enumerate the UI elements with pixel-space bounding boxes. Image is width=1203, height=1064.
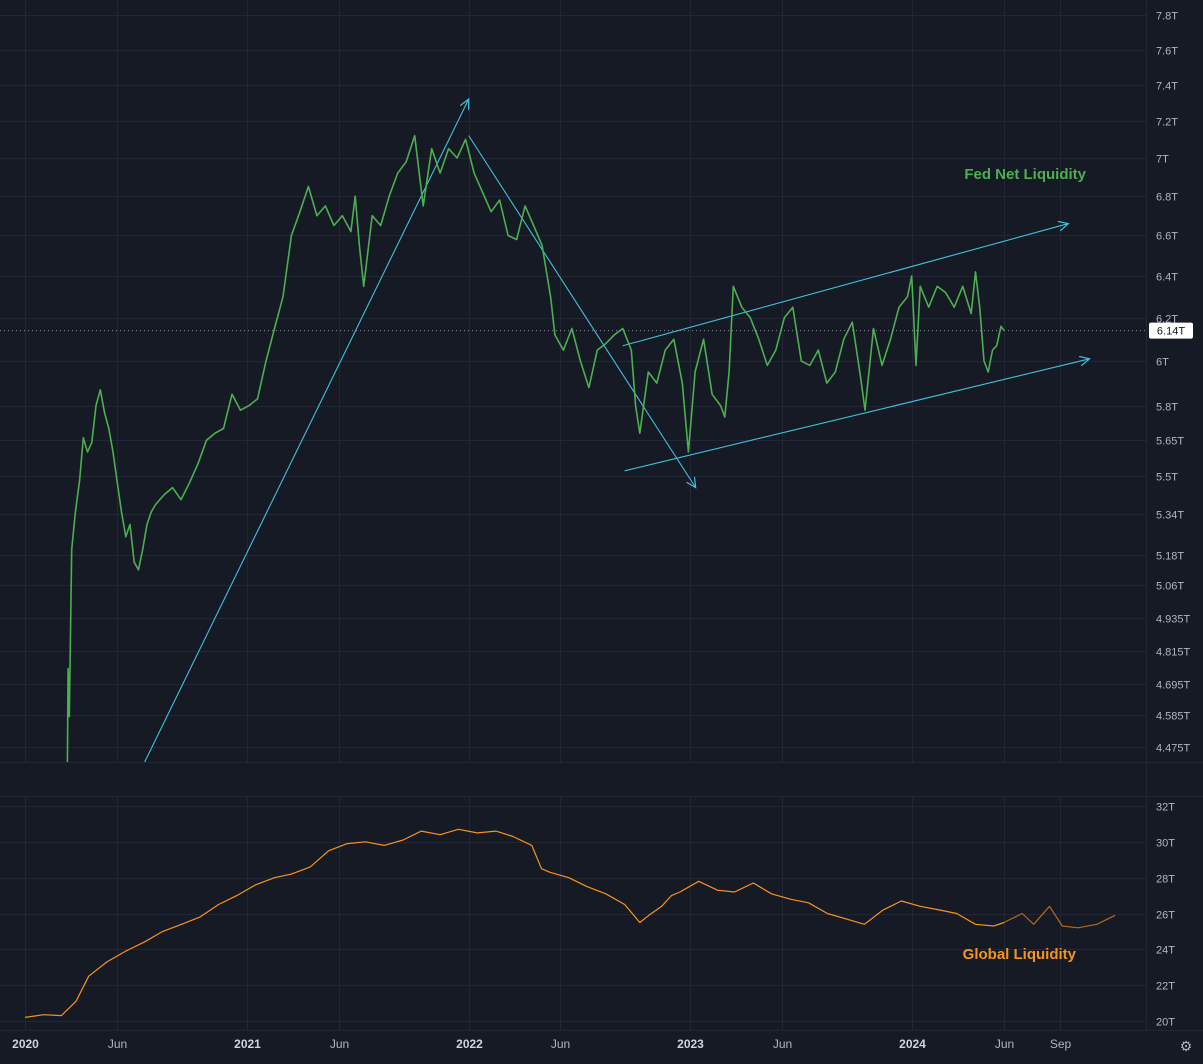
trend-arrow[interactable] [624,359,1090,472]
global-liquidity-label: Global Liquidity [963,946,1077,963]
x-tick-label: Jun [330,1037,349,1051]
y-tick-label: 7.2T [1156,117,1178,129]
y-tick-label: 4.475T [1156,743,1191,755]
last-value-tag-text: 6.14T [1157,326,1185,338]
gear-icon: ⚙ [1179,1037,1193,1054]
pane-separator [0,762,1203,797]
y-tick-label: 7.6T [1156,46,1178,58]
y-tick-label: 28T [1156,874,1175,886]
x-tick-label: 2020 [12,1037,39,1051]
y-tick-label: 24T [1156,945,1175,957]
trend-arrow[interactable] [144,99,469,763]
y-tick-label: 22T [1156,981,1175,993]
x-tick-label: 2024 [899,1037,926,1051]
y-tick-label: 4.935T [1156,614,1191,626]
y-tick-label: 6.4T [1156,272,1178,284]
y-tick-label: 7T [1156,154,1169,166]
y-tick-label: 5.06T [1156,581,1184,593]
y-tick-label: 5.34T [1156,510,1184,522]
y-tick-label: 7.8T [1156,11,1178,23]
y-tick-label: 5.65T [1156,436,1184,448]
x-tick-label: Sep [1050,1037,1072,1051]
y-tick-label: 5.5T [1156,472,1178,484]
y-tick-label: 4.695T [1156,680,1191,692]
fed-net-liquidity-label: Fed Net Liquidity [964,166,1086,183]
trend-arrow[interactable] [622,224,1068,347]
x-tick-label: Jun [551,1037,570,1051]
x-tick-label: Jun [108,1037,127,1051]
y-tick-label: 6.6T [1156,231,1178,243]
y-tick-label: 26T [1156,910,1175,922]
x-tick-label: 2021 [234,1037,261,1051]
global-liquidity-projection-line[interactable] [1003,905,1116,929]
y-tick-label: 5.8T [1156,402,1178,414]
y-tick-label: 30T [1156,838,1175,850]
y-tick-label: 6.2T [1156,314,1178,326]
y-tick-label: 4.585T [1156,711,1191,723]
x-tick-label: Jun [773,1037,792,1051]
last-value-tag: 6.14T [1149,322,1193,339]
fed-net-liquidity-line[interactable] [66,134,1005,831]
y-tick-label: 32T [1156,802,1175,814]
global-liquidity-line[interactable] [24,828,1005,1018]
y-tick-label: 20T [1156,1017,1175,1029]
y-tick-label: 7.4T [1156,81,1178,93]
y-tick-label: 4.815T [1156,647,1191,659]
x-tick-label: 2022 [456,1037,483,1051]
y-tick-label: 5.18T [1156,551,1184,563]
last-value-tag-bg [1149,322,1193,339]
y-tick-label: 6T [1156,357,1169,369]
chart-settings-button[interactable]: ⚙ [1169,1033,1203,1059]
x-tick-label: Jun [995,1037,1014,1051]
x-tick-label: 2023 [677,1037,704,1051]
trend-arrow[interactable] [468,135,696,488]
y-tick-label: 6.8T [1156,192,1178,204]
